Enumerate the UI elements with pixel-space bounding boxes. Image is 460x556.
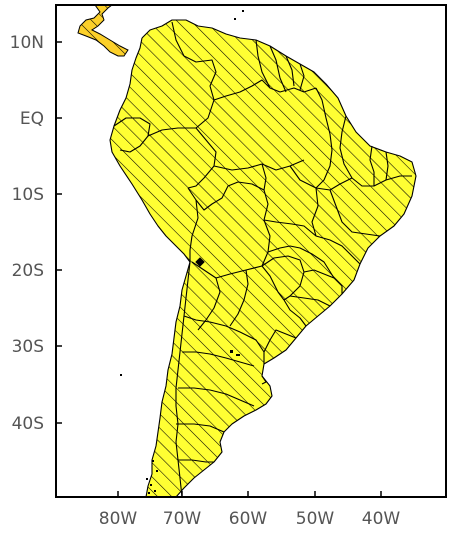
lon-ticks [117,491,382,497]
island-dots [120,10,244,494]
lat-label: 10S [12,185,44,205]
lon-labels: 80W 70W 60W 50W 40W [99,509,401,529]
lon-label: 50W [296,509,335,529]
lat-label: 20S [12,261,44,281]
lat-label: EQ [20,109,44,129]
lon-label: 60W [229,509,268,529]
lat-labels: 10N EQ 10S 20S 30S 40S [10,33,44,434]
lat-label: 40S [12,414,44,434]
lon-label: 70W [163,509,202,529]
lat-label: 10N [10,33,44,53]
map-frame [55,4,447,498]
lon-label: 80W [99,509,138,529]
lat-ticks [56,41,62,424]
lat-label: 30S [12,337,44,357]
country-borders [109,19,417,497]
lon-label: 40W [362,509,401,529]
